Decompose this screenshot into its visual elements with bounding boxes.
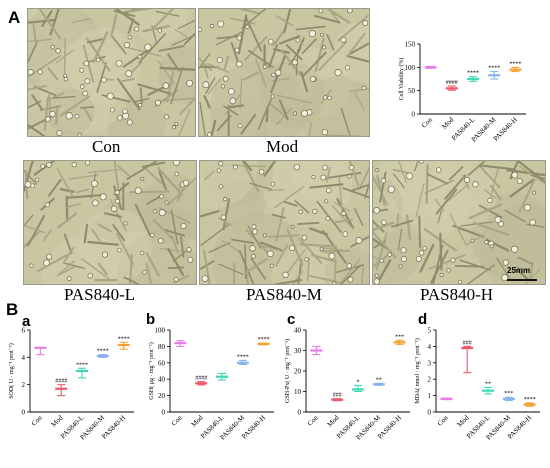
y-tick-label: 80 bbox=[158, 343, 166, 351]
x-tick-label: Mod bbox=[456, 413, 471, 428]
caption-con: Con bbox=[92, 137, 121, 156]
micrograph-mod bbox=[198, 8, 370, 137]
y-tick-label: 3 bbox=[428, 359, 432, 367]
significance-marker: #### bbox=[446, 80, 458, 86]
significance-marker: **** bbox=[509, 61, 521, 67]
y-tick-label: 100 bbox=[155, 327, 166, 335]
y-tick-label: 0 bbox=[22, 409, 26, 417]
significance-marker: * bbox=[357, 379, 360, 385]
significance-marker: **** bbox=[237, 354, 249, 360]
significance-marker: #### bbox=[195, 376, 207, 382]
significance-marker: **** bbox=[524, 397, 536, 403]
caption-mod: Mod bbox=[266, 137, 299, 156]
significance-marker: #### bbox=[55, 379, 67, 385]
panel-label-d-lower: d bbox=[418, 311, 428, 328]
caption-pas840-m: PAS840-M bbox=[246, 285, 322, 304]
panel-label-c-lower: c bbox=[287, 311, 296, 328]
panel-label-b-lower: b bbox=[146, 311, 156, 328]
y-tick-label: 0 bbox=[428, 409, 432, 417]
caption-pas840-h: PAS840-H bbox=[420, 285, 494, 304]
y-axis-label: MDA( nmol · mg⁻¹ prot⁻¹) bbox=[414, 338, 421, 404]
micrograph-con bbox=[27, 8, 196, 137]
significance-marker: **** bbox=[118, 336, 130, 342]
micrograph-pas840-l bbox=[23, 160, 197, 285]
significance-marker: ### bbox=[333, 393, 342, 399]
significance-marker: **** bbox=[258, 337, 270, 343]
scale-bar-label: 25mm bbox=[507, 266, 531, 275]
x-tick-label: Con bbox=[30, 413, 44, 427]
y-tick-label: 4 bbox=[22, 354, 26, 362]
y-tick-label: 20 bbox=[158, 392, 166, 400]
y-tick-label: 60 bbox=[158, 359, 166, 367]
y-tick-label: 150 bbox=[405, 41, 416, 49]
x-tick-label: Mod bbox=[190, 413, 205, 428]
panel-label-b-upper: B bbox=[6, 300, 19, 319]
y-axis-label: GSH-Px( U · mg⁻¹ prot⁻¹) bbox=[284, 339, 291, 403]
scale-bar bbox=[507, 279, 537, 281]
significance-marker: **** bbox=[467, 71, 479, 77]
significance-marker: ** bbox=[485, 381, 491, 387]
y-tick-label: 40 bbox=[294, 327, 302, 335]
y-tick-label: 100 bbox=[405, 64, 416, 72]
y-tick-label: 20 bbox=[294, 368, 302, 376]
y-tick-label: 6 bbox=[22, 327, 26, 335]
panel-label-a-lower: a bbox=[22, 313, 31, 330]
x-tick-label: Con bbox=[420, 115, 434, 129]
significance-marker: **** bbox=[97, 349, 109, 355]
significance-marker: *** bbox=[395, 334, 404, 340]
panel-label-a-upper: A bbox=[8, 8, 21, 27]
x-tick-label: Con bbox=[306, 413, 320, 427]
x-tick-label: Mod bbox=[440, 115, 455, 130]
y-axis-label: GSH( μg · mg⁻¹ prot⁻¹) bbox=[148, 342, 155, 399]
y-axis-label: SOD( U · mg⁻¹ prot⁻¹) bbox=[8, 343, 15, 399]
y-tick-label: 5 bbox=[428, 327, 432, 335]
y-tick-label: 2 bbox=[22, 381, 26, 389]
y-tick-label: 50 bbox=[408, 87, 416, 95]
x-tick-label: Con bbox=[436, 413, 450, 427]
significance-marker: ### bbox=[463, 340, 472, 346]
x-tick-label: Mod bbox=[326, 413, 341, 428]
y-tick-label: 30 bbox=[294, 347, 302, 355]
x-tick-label: Con bbox=[170, 413, 184, 427]
significance-marker: *** bbox=[504, 391, 513, 397]
y-tick-label: 0 bbox=[298, 409, 302, 417]
y-tick-label: 0 bbox=[162, 409, 166, 417]
significance-marker: **** bbox=[488, 66, 500, 72]
y-tick-label: 0 bbox=[412, 111, 416, 119]
y-tick-label: 4 bbox=[428, 343, 432, 351]
micrograph-pas840-m bbox=[199, 160, 370, 285]
micrograph-pas840-h: 25mm bbox=[372, 160, 546, 285]
y-tick-label: 40 bbox=[158, 376, 166, 384]
y-axis-label: Cell Viability (%) bbox=[398, 58, 405, 101]
significance-marker: ** bbox=[376, 377, 382, 383]
significance-marker: **** bbox=[76, 362, 88, 368]
y-tick-label: 10 bbox=[294, 388, 302, 396]
x-tick-label: Mod bbox=[50, 413, 65, 428]
y-tick-label: 1 bbox=[428, 392, 432, 400]
y-tick-label: 2 bbox=[428, 376, 432, 384]
caption-pas840-l: PAS840-L bbox=[64, 285, 136, 304]
